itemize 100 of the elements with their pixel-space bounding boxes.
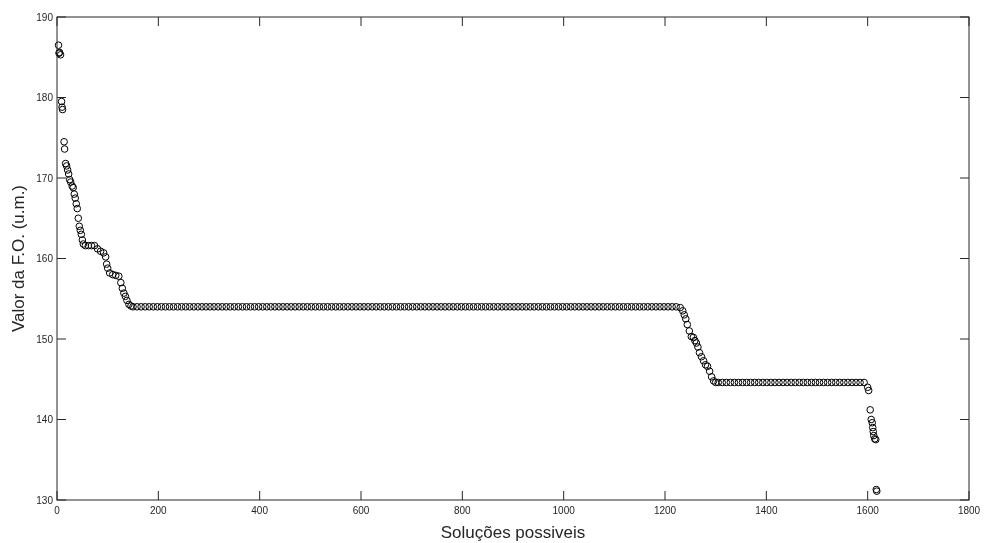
point (722, 378, 731, 387)
point (746, 378, 755, 387)
x-tick-label: 400 (251, 505, 269, 516)
point (87, 241, 96, 250)
point (58, 105, 67, 114)
point (120, 289, 128, 297)
y-tick-label: 160 (36, 253, 54, 264)
point (57, 97, 66, 106)
point (831, 378, 840, 387)
point (117, 278, 125, 287)
point (65, 175, 74, 184)
point (93, 245, 102, 253)
point (811, 378, 820, 387)
x-axis-title: Soluções possiveis (440, 523, 586, 542)
point (74, 214, 83, 223)
y-tick-label: 140 (36, 414, 54, 425)
point (84, 241, 93, 250)
point (692, 339, 701, 347)
point (102, 260, 111, 268)
point (726, 378, 735, 387)
point (694, 343, 702, 351)
point (775, 378, 783, 387)
point (66, 178, 75, 186)
point (121, 292, 130, 301)
point (819, 378, 828, 387)
point (60, 145, 69, 153)
x-tick-label: 1400 (755, 505, 778, 516)
point (869, 431, 878, 440)
y-tick-label: 190 (36, 11, 54, 23)
point (71, 194, 80, 202)
point (868, 418, 877, 427)
point (707, 373, 716, 381)
point (742, 378, 751, 387)
point (70, 190, 79, 198)
point (678, 307, 687, 315)
point (795, 378, 804, 387)
point (115, 272, 123, 281)
point (815, 378, 824, 387)
point (803, 378, 812, 387)
point (734, 378, 743, 387)
point (63, 166, 72, 174)
x-tick-label: 0 (54, 505, 61, 516)
x-tick-label: 800 (453, 505, 472, 516)
point (681, 315, 690, 323)
point (718, 378, 727, 387)
point (787, 378, 795, 387)
point (767, 378, 775, 387)
point (807, 378, 816, 387)
point (758, 378, 767, 387)
point (779, 378, 787, 387)
x-tick-label: 1600 (856, 505, 880, 516)
point (699, 356, 708, 365)
point (754, 378, 763, 387)
point (695, 348, 704, 357)
point (860, 378, 868, 387)
y-tick-label: 170 (36, 172, 54, 184)
point (58, 103, 66, 111)
point (852, 378, 860, 387)
point (101, 253, 110, 261)
point (868, 423, 877, 432)
x-tick-label: 1200 (653, 505, 677, 516)
point (848, 378, 856, 387)
point (705, 367, 714, 375)
point (799, 378, 808, 387)
point (771, 378, 779, 387)
point (60, 137, 68, 146)
point (62, 162, 71, 170)
point (823, 378, 832, 387)
point (73, 204, 82, 213)
point (714, 378, 722, 387)
point (683, 320, 692, 329)
point (730, 378, 739, 387)
point (697, 352, 706, 361)
point (105, 269, 114, 277)
y-tick-label: 130 (36, 494, 54, 506)
point (103, 264, 112, 272)
point (791, 378, 800, 387)
point (840, 378, 848, 387)
x-tick-label: 600 (352, 505, 370, 516)
point (685, 327, 694, 335)
point (680, 311, 689, 319)
point (61, 159, 70, 168)
point (123, 296, 131, 305)
y-tick-label: 180 (36, 92, 54, 103)
x-tick-label: 200 (149, 505, 168, 516)
point (56, 51, 65, 59)
point (72, 199, 81, 208)
point (869, 427, 878, 436)
point (691, 336, 699, 345)
y-tick-label: 150 (36, 333, 54, 345)
point (99, 249, 108, 257)
point (738, 378, 747, 387)
point (76, 226, 85, 235)
point (836, 378, 844, 387)
point (750, 378, 759, 387)
point (90, 241, 99, 250)
point (111, 271, 120, 280)
point (864, 386, 873, 395)
point (78, 236, 87, 244)
point (54, 41, 63, 49)
